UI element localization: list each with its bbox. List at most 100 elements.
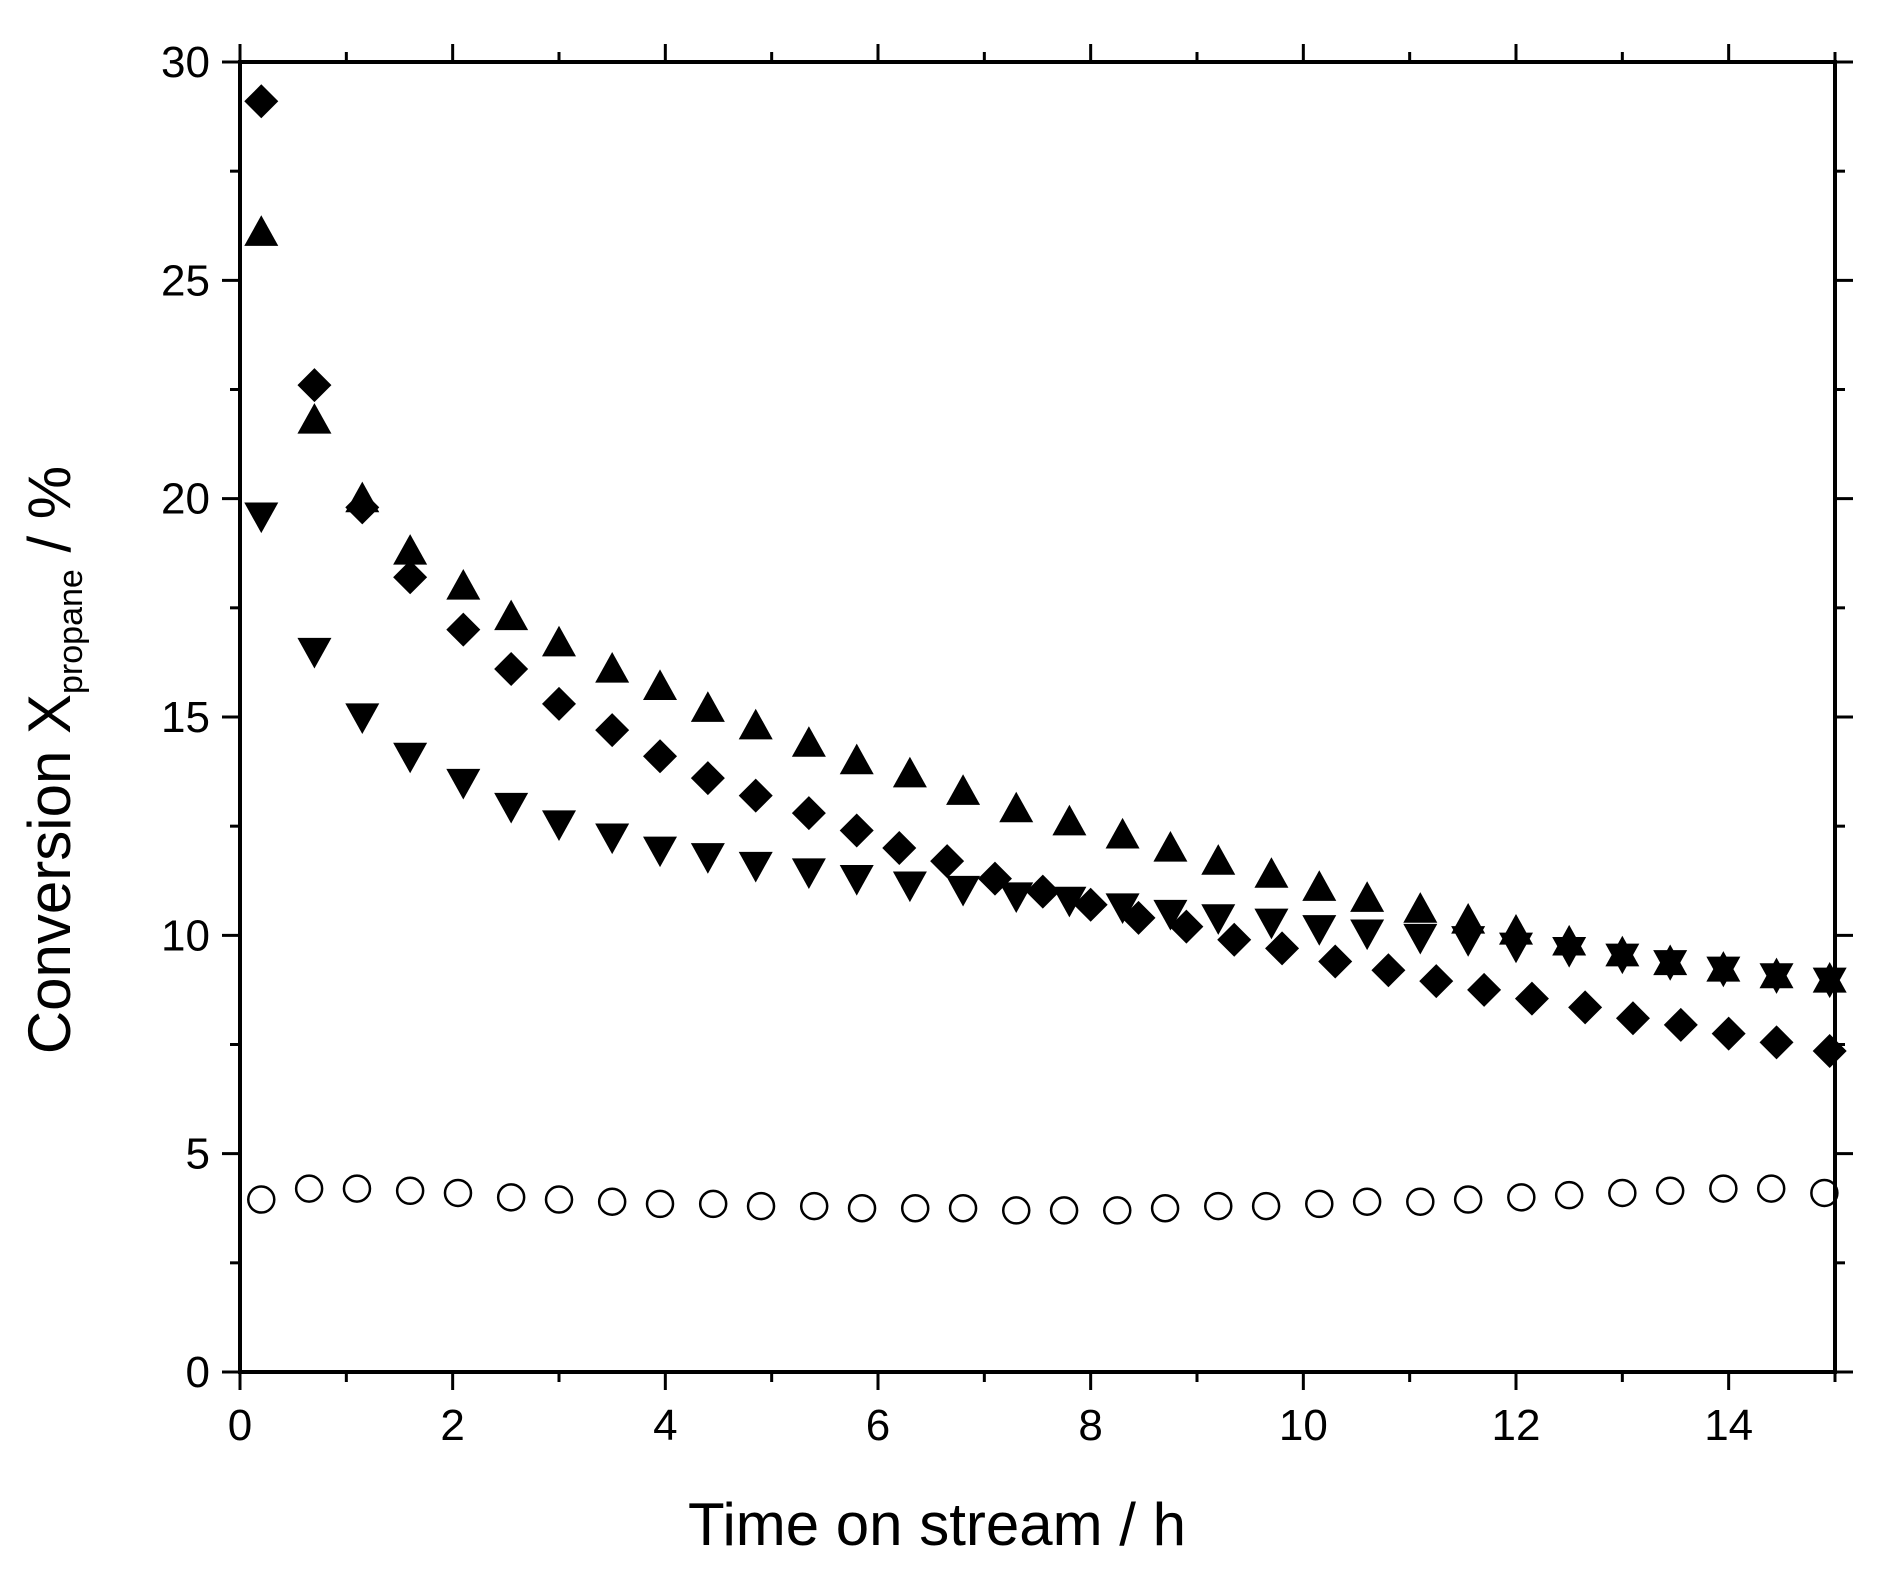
data-point-filled-diamond — [738, 778, 773, 813]
data-point-filled-triangle-down — [643, 836, 678, 868]
data-point-filled-diamond — [1025, 874, 1060, 909]
data-point-filled-triangle-up — [1254, 857, 1289, 888]
data-point-filled-diamond — [643, 739, 678, 774]
data-point-filled-triangle-down — [393, 742, 428, 774]
y-tick-label: 0 — [186, 1348, 210, 1397]
y-tick-label: 10 — [161, 911, 210, 960]
series-filled-triangle-up — [244, 215, 1847, 993]
data-point-filled-triangle-down — [1105, 893, 1140, 924]
data-point-filled-diamond — [1615, 1001, 1650, 1036]
plot-frame — [238, 60, 1837, 1374]
data-point-open-circle — [1049, 1196, 1079, 1225]
data-point-open-circle — [1655, 1176, 1685, 1206]
data-point-filled-triangle-down — [1403, 923, 1438, 955]
ticks-layer: 0 2 4 6 8 10 12 14 0 5 10 15 20 25 30 — [161, 38, 1853, 1450]
data-point-filled-diamond — [930, 844, 965, 879]
data-point-filled-diamond — [1759, 1025, 1794, 1060]
data-point-filled-diamond — [1514, 981, 1549, 1016]
data-point-filled-diamond — [1371, 953, 1406, 988]
data-point-filled-triangle-up — [892, 756, 927, 788]
data-point-open-circle — [443, 1178, 473, 1208]
data-point-filled-triangle-up — [1403, 892, 1438, 923]
data-point-filled-triangle-down — [738, 851, 773, 883]
x-tick-label: 10 — [1279, 1401, 1328, 1450]
data-point-open-circle — [342, 1174, 372, 1203]
data-point-filled-triangle-up — [946, 774, 981, 805]
x-tick-label: 2 — [440, 1401, 464, 1450]
data-point-filled-triangle-up — [595, 651, 630, 683]
data-point-open-circle — [1204, 1191, 1233, 1221]
data-point-filled-triangle-up — [1350, 881, 1385, 912]
series-filled-triangle-down — [244, 502, 1847, 999]
data-point-open-circle — [247, 1185, 276, 1214]
y-axis-title-group: Conversion Xpropane / % — [16, 466, 90, 1054]
data-point-filled-diamond — [595, 713, 630, 748]
data-point-filled-diamond — [1265, 931, 1300, 966]
y-tick-label: 30 — [161, 38, 210, 87]
data-point-open-circle — [496, 1183, 526, 1212]
data-point-filled-triangle-down — [1201, 904, 1236, 935]
data-point-open-circle — [1810, 1178, 1839, 1208]
data-point-filled-triangle-up — [839, 743, 874, 775]
data-point-filled-triangle-down — [595, 823, 630, 855]
data-point-filled-triangle-up — [1451, 903, 1486, 934]
data-point-filled-triangle-up — [738, 708, 773, 740]
data-point-filled-triangle-up — [345, 481, 380, 513]
data-point-filled-triangle-down — [1499, 932, 1533, 964]
data-point-filled-diamond — [1663, 1007, 1698, 1042]
data-point-open-circle — [395, 1176, 425, 1206]
y-axis-title: Conversion Xpropane / % — [16, 466, 90, 1054]
data-point-filled-diamond — [542, 686, 576, 721]
x-tick-label: 8 — [1078, 1401, 1102, 1450]
data-point-open-circle — [1150, 1194, 1180, 1223]
data-point-filled-triangle-down — [1254, 908, 1289, 940]
data-point-filled-diamond — [393, 560, 428, 595]
data-point-filled-diamond — [244, 84, 279, 119]
data-point-filled-triangle-down — [297, 637, 332, 669]
data-point-filled-diamond — [446, 612, 481, 647]
data-point-filled-triangle-down — [542, 810, 576, 841]
data-point-filled-triangle-down — [892, 871, 927, 903]
data-point-open-circle — [597, 1187, 627, 1216]
data-point-filled-triangle-up — [446, 569, 481, 600]
data-point-filled-diamond — [1073, 887, 1108, 922]
data-point-open-circle — [1507, 1183, 1536, 1212]
data-point-filled-diamond — [1419, 964, 1454, 999]
data-point-filled-diamond — [690, 761, 725, 796]
data-point-filled-triangle-down — [839, 864, 874, 896]
data-point-filled-triangle-down — [946, 875, 981, 907]
data-point-open-circle — [1352, 1187, 1382, 1216]
x-tick-label: 14 — [1704, 1401, 1753, 1450]
data-point-filled-triangle-down — [446, 768, 481, 800]
y-tick-label: 15 — [161, 693, 210, 742]
y-axis-title-subscript: propane — [52, 569, 90, 694]
data-point-filled-triangle-down — [345, 703, 380, 734]
data-point-filled-diamond — [1467, 972, 1502, 1007]
data-point-filled-triangle-up — [1302, 870, 1337, 901]
marks-layer — [244, 84, 1847, 1225]
data-point-open-circle — [847, 1194, 877, 1223]
data-point-filled-diamond — [494, 651, 529, 686]
x-tick-label: 4 — [653, 1401, 677, 1450]
data-point-open-circle — [698, 1189, 728, 1219]
data-point-filled-diamond — [297, 368, 332, 403]
data-point-filled-triangle-down — [1812, 967, 1847, 999]
data-point-open-circle — [544, 1185, 574, 1214]
data-point-filled-triangle-up — [1052, 804, 1087, 836]
data-point-open-circle — [1103, 1196, 1132, 1225]
data-point-filled-triangle-down — [1153, 899, 1188, 931]
data-point-filled-triangle-down — [494, 792, 529, 824]
data-point-filled-triangle-down — [1451, 926, 1486, 957]
data-point-filled-diamond — [1711, 1016, 1746, 1051]
data-point-open-circle — [799, 1191, 829, 1221]
data-point-open-circle — [1406, 1187, 1435, 1216]
y-axis-title-main: Conversion X — [16, 694, 83, 1054]
data-point-open-circle — [1709, 1174, 1738, 1203]
data-point-filled-triangle-up — [791, 726, 826, 757]
data-point-filled-triangle-up — [690, 691, 725, 722]
data-point-open-circle — [1251, 1191, 1281, 1221]
data-point-filled-triangle-up — [1105, 817, 1140, 849]
data-point-open-circle — [948, 1194, 978, 1223]
data-point-filled-triangle-down — [791, 858, 826, 890]
